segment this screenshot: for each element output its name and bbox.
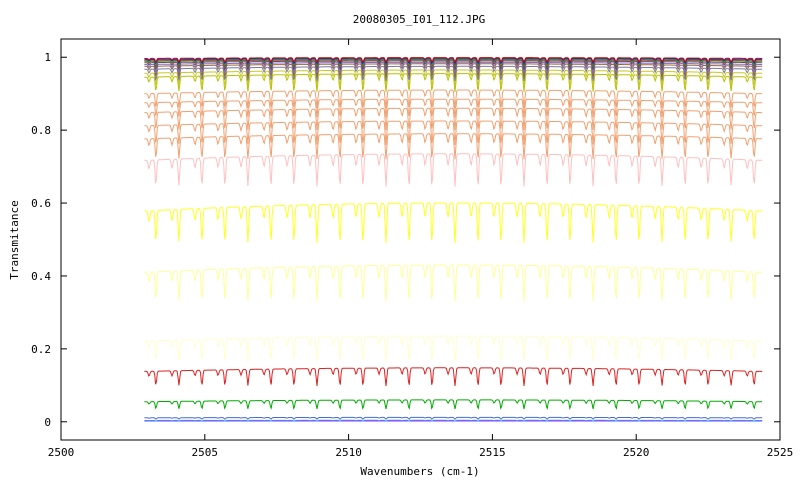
x-tick-label: 2510	[335, 446, 362, 459]
x-axis: 2500 2505 2510 2515 2520 2525	[48, 39, 794, 459]
x-tick-label: 2525	[767, 446, 794, 459]
spectrum-series-line	[144, 399, 763, 410]
spectrum-series-line	[144, 107, 763, 131]
y-tick-label: 0	[44, 416, 51, 429]
series-layer	[144, 57, 763, 422]
y-tick-label: 0.2	[31, 343, 51, 356]
spectrum-series-line	[144, 89, 763, 109]
spectrum-series-line	[144, 335, 763, 362]
x-tick-label: 2505	[192, 446, 219, 459]
y-axis: 0 0.2 0.4 0.6 0.8 1	[31, 51, 780, 429]
spectrum-series-line	[144, 57, 763, 64]
spectrum-series-line	[144, 367, 763, 387]
plot-frame	[60, 38, 781, 441]
x-axis-label: Wavenumbers (cm-1)	[360, 465, 479, 478]
chart-title: 20080305_I01_112.JPG	[353, 13, 485, 26]
spectrum-series-line	[144, 419, 763, 422]
spectrum-series-line	[144, 264, 763, 302]
x-tick-label: 2520	[623, 446, 650, 459]
y-tick-label: 0.8	[31, 124, 51, 137]
y-axis-label: Transmitance	[8, 200, 21, 279]
spectrum-series-line	[144, 73, 763, 92]
y-tick-label: 1	[44, 51, 51, 64]
y-tick-label: 0.4	[31, 270, 51, 283]
x-tick-label: 2515	[479, 446, 506, 459]
spectrum-series-line	[144, 153, 763, 187]
y-tick-label: 0.6	[31, 197, 51, 210]
spectrum-series-line	[144, 202, 763, 244]
spectrum-series-line	[144, 416, 763, 420]
spectrum-series-line	[144, 120, 763, 145]
spectrum-series-line	[144, 133, 763, 160]
x-tick-label: 2500	[48, 446, 75, 459]
spectrum-series-line	[144, 98, 763, 118]
